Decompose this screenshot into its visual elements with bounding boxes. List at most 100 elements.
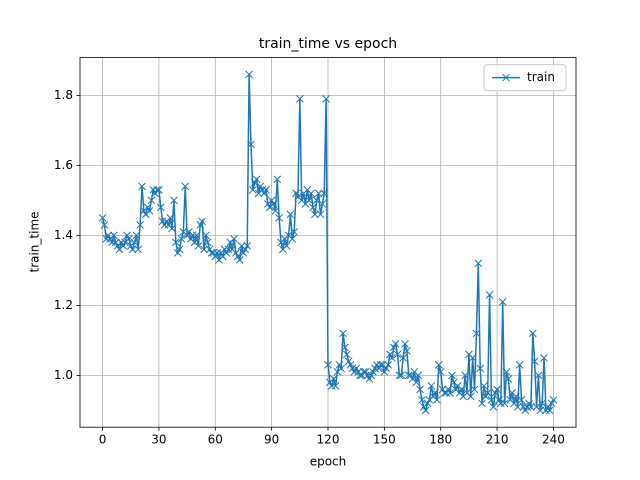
marker: [194, 242, 203, 250]
marker: [457, 385, 466, 394]
marker: [547, 399, 556, 408]
marker: [232, 249, 240, 257]
marker: [98, 214, 107, 222]
marker: [335, 361, 344, 369]
marker: [241, 245, 250, 254]
marker: [138, 182, 146, 191]
marker: [247, 140, 255, 149]
marker: [329, 375, 338, 383]
y-tick-label: 1.2: [54, 298, 73, 312]
marker: [250, 179, 259, 187]
marker: [542, 406, 550, 415]
marker: [322, 95, 330, 103]
marker: [382, 364, 391, 373]
marker: [156, 203, 165, 212]
marker: [421, 406, 430, 415]
marker: [549, 396, 558, 404]
marker: [128, 245, 137, 254]
marker: [502, 368, 511, 376]
marker: [220, 245, 229, 254]
marker: [269, 200, 278, 208]
marker: [145, 207, 154, 215]
marker: [536, 406, 545, 415]
marker: [160, 221, 169, 229]
marker: [361, 368, 370, 376]
marker: [534, 371, 543, 380]
marker: [401, 340, 409, 348]
marker: [252, 175, 261, 184]
y-tick-label: 1.8: [54, 88, 73, 102]
marker: [433, 396, 441, 404]
marker: [423, 399, 432, 408]
marker: [188, 231, 197, 240]
marker: [515, 361, 524, 369]
marker: [123, 231, 131, 240]
marker: [476, 364, 485, 373]
marker: [523, 403, 532, 411]
marker: [100, 221, 109, 229]
marker: [143, 203, 152, 212]
marker: [213, 249, 222, 257]
marker: [295, 95, 304, 103]
marker: [209, 249, 218, 257]
legend-box: [483, 64, 567, 92]
marker: [171, 238, 180, 247]
marker: [397, 371, 406, 380]
marker: [399, 354, 408, 362]
marker: [318, 200, 327, 208]
marker: [248, 186, 257, 194]
marker: [372, 361, 381, 369]
marker: [224, 245, 233, 254]
marker: [427, 382, 436, 390]
marker: [305, 196, 314, 205]
marker: [350, 368, 359, 376]
marker: [324, 361, 332, 369]
marker: [196, 221, 205, 229]
x-tick-label: 240: [542, 433, 565, 447]
marker: [175, 245, 184, 254]
marker: [481, 392, 490, 401]
marker: [168, 224, 176, 233]
marker: [235, 256, 244, 264]
marker: [491, 389, 500, 397]
marker: [337, 364, 346, 373]
marker: [256, 182, 265, 191]
marker: [312, 196, 321, 205]
marker: [487, 396, 496, 404]
marker: [538, 399, 547, 408]
marker: [124, 235, 133, 243]
marker: [528, 329, 537, 338]
marker: [339, 329, 347, 338]
marker: [386, 350, 394, 359]
marker: [466, 392, 475, 401]
marker: [472, 329, 481, 338]
marker: [513, 403, 522, 411]
marker: [203, 238, 212, 247]
marker: [434, 361, 443, 369]
marker: [258, 186, 267, 194]
marker: [391, 340, 400, 348]
marker: [521, 406, 530, 415]
marker: [275, 214, 284, 222]
marker: [314, 189, 323, 198]
marker: [331, 382, 340, 390]
y-tick-label: 1.4: [54, 228, 73, 242]
marker: [483, 389, 492, 397]
marker: [104, 231, 113, 240]
marker: [222, 249, 231, 257]
marker: [384, 361, 392, 369]
marker: [307, 189, 315, 198]
marker: [316, 210, 325, 219]
marker: [192, 231, 201, 240]
marker: [444, 385, 453, 394]
marker: [352, 364, 361, 373]
marker: [344, 357, 353, 366]
marker: [153, 186, 161, 194]
marker: [262, 186, 270, 194]
x-tick-label: 210: [486, 433, 509, 447]
legend-label: train: [527, 70, 555, 84]
marker: [239, 249, 248, 257]
marker: [380, 368, 389, 376]
marker: [485, 291, 494, 299]
marker: [512, 392, 520, 401]
